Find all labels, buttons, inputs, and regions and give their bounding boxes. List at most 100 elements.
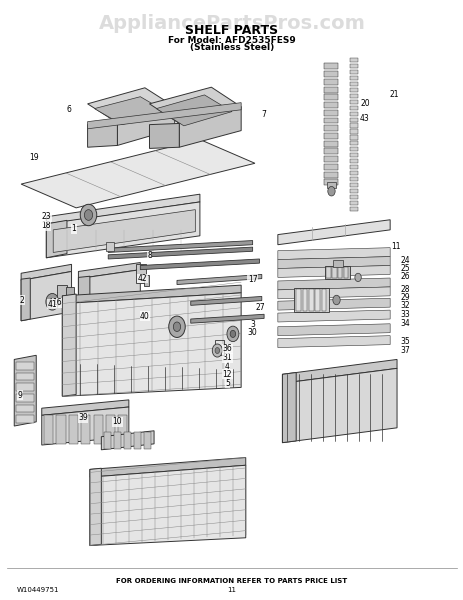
Bar — [16, 415, 34, 423]
Bar — [349, 136, 357, 140]
Polygon shape — [277, 257, 389, 268]
Polygon shape — [282, 368, 396, 443]
Text: 41: 41 — [47, 299, 57, 308]
Text: 2: 2 — [19, 296, 25, 305]
Bar — [349, 82, 357, 86]
Text: 42: 42 — [138, 274, 147, 283]
Polygon shape — [88, 123, 117, 147]
Bar — [349, 130, 357, 134]
Polygon shape — [282, 359, 396, 383]
Circle shape — [212, 344, 222, 357]
Polygon shape — [277, 287, 389, 299]
Text: For Model: AFD2535FES9: For Model: AFD2535FES9 — [168, 36, 295, 45]
Polygon shape — [156, 95, 232, 126]
Bar — [144, 275, 149, 286]
Bar — [323, 156, 338, 162]
Circle shape — [50, 298, 55, 305]
Bar — [349, 70, 357, 74]
Bar — [106, 242, 114, 251]
Text: 18: 18 — [42, 221, 51, 230]
Bar — [349, 141, 357, 145]
Polygon shape — [94, 97, 168, 125]
Bar — [16, 404, 34, 412]
Circle shape — [230, 331, 235, 337]
Text: 5: 5 — [225, 379, 229, 388]
Polygon shape — [21, 265, 71, 280]
Circle shape — [84, 209, 93, 220]
Bar — [69, 415, 78, 444]
Bar — [323, 102, 338, 108]
Bar — [349, 183, 357, 187]
Polygon shape — [117, 107, 174, 145]
Bar — [94, 415, 102, 444]
Bar — [81, 415, 90, 444]
Bar — [349, 112, 357, 116]
Polygon shape — [190, 314, 263, 323]
Polygon shape — [149, 87, 241, 124]
Bar — [295, 289, 300, 311]
Bar — [327, 182, 335, 188]
Polygon shape — [21, 271, 71, 321]
Bar — [323, 164, 338, 170]
Text: 33: 33 — [399, 310, 409, 319]
Bar — [308, 289, 313, 311]
Circle shape — [226, 326, 238, 341]
Text: 37: 37 — [399, 346, 409, 355]
Text: 27: 27 — [255, 302, 264, 311]
Polygon shape — [88, 88, 174, 123]
Text: 43: 43 — [359, 114, 369, 123]
Bar — [118, 415, 127, 444]
Text: 3: 3 — [250, 320, 255, 329]
Bar — [294, 288, 328, 312]
Bar — [349, 189, 357, 193]
Bar — [323, 148, 338, 154]
Bar — [16, 394, 34, 401]
Bar — [349, 195, 357, 199]
Text: 8: 8 — [147, 251, 151, 260]
Circle shape — [169, 316, 185, 337]
Text: 9: 9 — [18, 391, 23, 400]
Bar — [134, 432, 141, 449]
Bar — [323, 118, 338, 124]
Bar — [16, 373, 34, 380]
Bar — [321, 289, 326, 311]
Text: 36: 36 — [222, 344, 232, 353]
Polygon shape — [78, 276, 90, 321]
Bar — [323, 79, 338, 85]
Bar — [323, 179, 338, 185]
Bar — [323, 133, 338, 139]
Polygon shape — [88, 103, 241, 129]
Bar — [344, 268, 348, 278]
Text: 29: 29 — [399, 293, 409, 302]
Text: 19: 19 — [29, 153, 39, 162]
Text: 26: 26 — [399, 272, 409, 281]
Bar — [66, 287, 74, 301]
Bar — [349, 171, 357, 175]
Text: 16: 16 — [52, 298, 62, 307]
Bar — [332, 260, 342, 268]
Polygon shape — [21, 140, 254, 208]
Text: 11: 11 — [227, 587, 236, 593]
Circle shape — [80, 204, 97, 226]
Bar — [214, 340, 223, 355]
Bar — [323, 125, 338, 131]
Polygon shape — [42, 400, 129, 415]
Polygon shape — [53, 209, 195, 253]
Bar — [323, 94, 338, 100]
Text: 35: 35 — [399, 337, 409, 346]
Bar — [56, 415, 65, 444]
Bar — [323, 172, 338, 178]
Polygon shape — [277, 324, 389, 335]
Bar — [326, 268, 330, 278]
Circle shape — [327, 187, 334, 196]
Bar — [349, 159, 357, 163]
Polygon shape — [108, 241, 252, 253]
Bar — [124, 432, 131, 449]
Bar — [16, 362, 34, 370]
Text: 21: 21 — [389, 91, 398, 100]
Polygon shape — [277, 220, 389, 245]
Text: 40: 40 — [140, 311, 150, 320]
Bar — [349, 177, 357, 181]
Polygon shape — [190, 296, 261, 305]
Bar — [349, 124, 357, 128]
